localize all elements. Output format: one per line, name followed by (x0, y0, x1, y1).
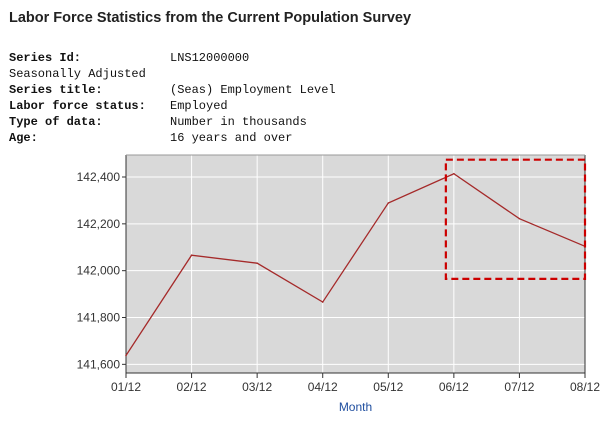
y-tick-label: 142,400 (77, 170, 121, 184)
meta-label: Series Id: (9, 51, 82, 65)
highlight-box (444, 158, 587, 280)
x-tick-label: 07/12 (504, 380, 534, 394)
series-line (125, 172, 586, 356)
meta-label: Type of data: (9, 115, 103, 129)
data-point (125, 354, 127, 357)
x-tick-label: 05/12 (373, 380, 403, 394)
plot-area (126, 155, 585, 373)
y-tick-label: 142,200 (77, 217, 121, 231)
meta-row: Age: 16 years and over (9, 130, 336, 146)
meta-row: Type of data: Number in thousands (9, 114, 336, 130)
x-tick-label: 02/12 (177, 380, 207, 394)
x-tick-label: 08/12 (570, 380, 600, 394)
meta-value: 16 years and over (170, 131, 293, 145)
meta-label: Seasonally Adjusted (9, 67, 146, 81)
y-tick-label: 142,000 (77, 264, 121, 278)
x-tick-label: 01/12 (111, 380, 141, 394)
series-metadata: Series Id: LNS12000000 Seasonally Adjusted… (9, 50, 336, 146)
x-tick-label: 03/12 (242, 380, 272, 394)
data-point (321, 301, 324, 303)
meta-value: LNS12000000 (170, 51, 250, 65)
meta-value: Employed (170, 99, 228, 113)
x-axis-label: Month (339, 400, 372, 414)
meta-label: Labor force status: (9, 99, 146, 113)
data-point (518, 217, 521, 220)
y-tick-label: 141,800 (77, 311, 121, 325)
meta-label: Series title: (9, 83, 103, 97)
data-point (387, 202, 390, 204)
meta-value: Number in thousands (170, 115, 307, 129)
meta-row: Seasonally Adjusted (9, 66, 336, 82)
data-point (453, 172, 455, 175)
x-tick-label: 04/12 (308, 380, 338, 394)
meta-label: Age: (9, 131, 38, 145)
meta-row: Series Id: LNS12000000 (9, 50, 336, 66)
data-point (256, 262, 258, 264)
meta-value: (Seas) Employment Level (170, 83, 336, 97)
meta-row: Labor force status: Employed (9, 98, 336, 114)
y-tick-label: 141,600 (77, 357, 121, 371)
meta-row: Series title: (Seas) Employment Level (9, 82, 336, 98)
page-title: Labor Force Statistics from the Current … (9, 10, 412, 26)
x-tick-label: 06/12 (439, 380, 469, 394)
data-point (190, 254, 193, 257)
